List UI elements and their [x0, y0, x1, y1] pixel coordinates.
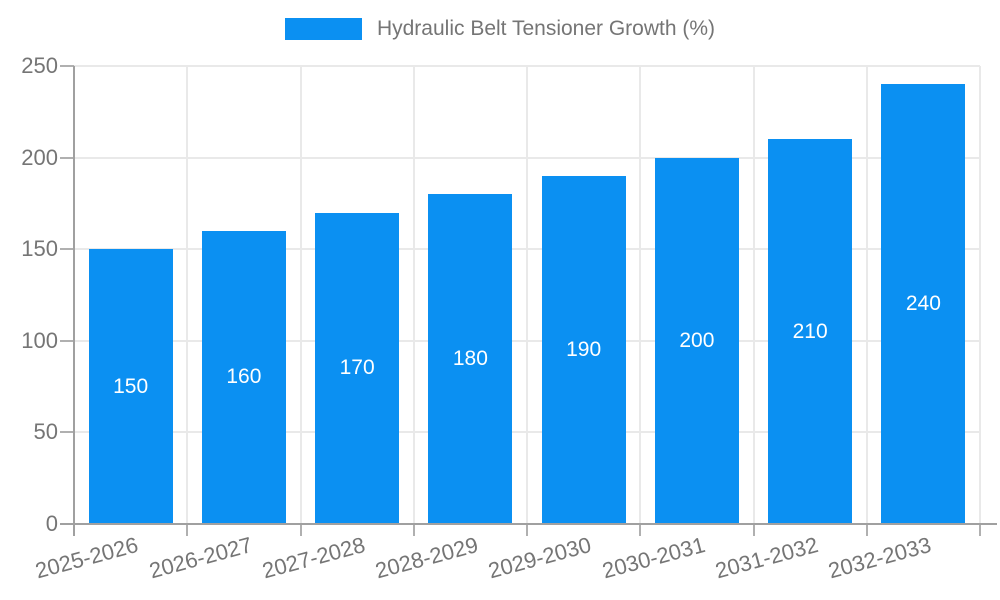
gridline-v	[865, 66, 868, 524]
bar-value-label: 170	[339, 356, 375, 380]
x-tick-mark	[639, 524, 642, 536]
y-tick-mark	[60, 339, 74, 342]
x-tick-mark	[865, 524, 868, 536]
x-axis-label: 2028-2029	[372, 532, 481, 584]
bar: 190	[541, 175, 626, 524]
legend-swatch	[284, 18, 362, 40]
x-tick-mark	[412, 524, 415, 536]
bar: 210	[768, 139, 853, 524]
y-tick-mark	[60, 156, 74, 159]
bar-value-label: 180	[452, 347, 488, 371]
x-tick-mark	[526, 524, 528, 536]
bar: 180	[428, 194, 513, 524]
y-tick-label: 200	[21, 144, 58, 170]
legend: Hydraulic Belt Tensioner Growth (%)	[0, 17, 1000, 41]
y-tick-mark	[60, 431, 74, 434]
bar-value-label: 210	[792, 319, 828, 343]
bar: 150	[88, 249, 173, 524]
bar: 170	[315, 212, 400, 524]
legend-label: Hydraulic Belt Tensioner Growth (%)	[376, 17, 716, 40]
x-tick-mark	[752, 524, 755, 536]
x-axis-label: 2032-2033	[825, 532, 934, 584]
y-axis-line	[73, 66, 75, 536]
bar: 200	[654, 157, 739, 524]
y-tick-label: 50	[33, 419, 58, 445]
x-tick-mark	[979, 524, 981, 536]
y-tick-label: 0	[45, 511, 58, 536]
bar-value-label: 200	[679, 328, 715, 352]
bar-value-label: 190	[566, 337, 602, 361]
x-axis-label: 2025-2026	[32, 532, 142, 584]
y-tick-mark	[60, 248, 74, 251]
bar-value-label: 150	[113, 374, 149, 398]
gridline-v	[299, 66, 302, 524]
bar-value-label: 240	[905, 292, 941, 316]
x-tick-mark	[186, 524, 189, 536]
x-axis-label: 2029-2030	[485, 532, 595, 584]
x-tick-mark	[299, 524, 302, 536]
bar: 240	[881, 84, 966, 524]
y-tick-mark	[60, 65, 74, 67]
x-axis-line	[60, 523, 997, 525]
gridline-v	[752, 66, 755, 524]
bar-value-label: 160	[226, 365, 262, 389]
x-axis-label: 2030-2031	[599, 532, 708, 584]
x-axis-label: 2027-2028	[259, 532, 368, 584]
bar: 160	[201, 230, 286, 524]
gridline-v	[412, 66, 415, 524]
x-axis-label: 2031-2032	[712, 532, 821, 584]
gridline-v	[639, 66, 642, 524]
gridline-v	[526, 66, 528, 524]
gridline-v	[979, 66, 981, 524]
y-tick-label: 100	[21, 327, 58, 353]
y-tick-label: 250	[21, 53, 58, 78]
x-axis-label: 2026-2027	[146, 532, 255, 584]
gridline-v	[186, 66, 189, 524]
plot-area: 150 160 170 180 190 200 210 240	[74, 65, 981, 524]
y-tick-label: 150	[21, 236, 58, 262]
